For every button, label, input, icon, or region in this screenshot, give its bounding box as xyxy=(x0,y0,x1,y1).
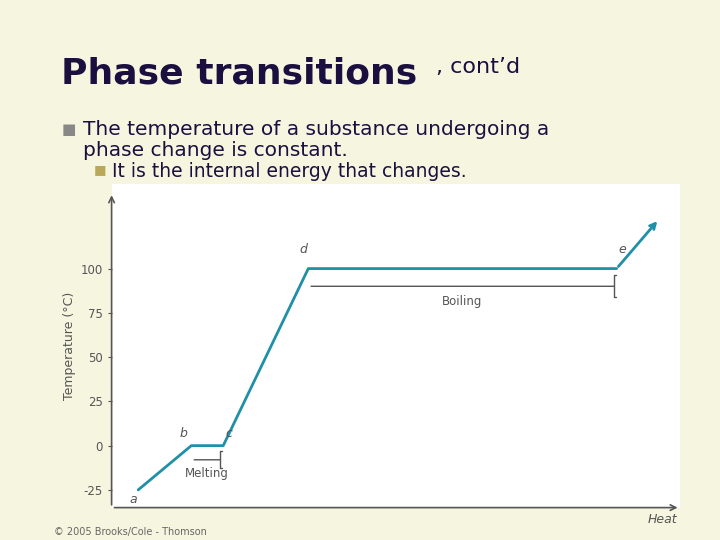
Text: ■: ■ xyxy=(61,122,76,137)
Text: d: d xyxy=(299,243,307,256)
Text: c: c xyxy=(225,427,232,440)
Text: b: b xyxy=(179,427,187,440)
Text: , cont’d: , cont’d xyxy=(436,57,520,77)
Text: phase change is constant.: phase change is constant. xyxy=(83,141,348,160)
Text: © 2005 Brooks/Cole - Thomson: © 2005 Brooks/Cole - Thomson xyxy=(54,527,207,537)
Text: e: e xyxy=(618,243,626,256)
Text: Phase transitions: Phase transitions xyxy=(61,57,418,91)
Text: Boiling: Boiling xyxy=(442,295,482,308)
Y-axis label: Temperature (°C): Temperature (°C) xyxy=(63,292,76,400)
Text: ■: ■ xyxy=(94,163,106,176)
Text: The temperature of a substance undergoing a: The temperature of a substance undergoin… xyxy=(83,120,549,139)
Text: a: a xyxy=(129,494,137,507)
Text: Heat: Heat xyxy=(648,513,678,526)
Text: Melting: Melting xyxy=(185,467,229,480)
Text: It is the internal energy that changes.: It is the internal energy that changes. xyxy=(112,162,467,181)
